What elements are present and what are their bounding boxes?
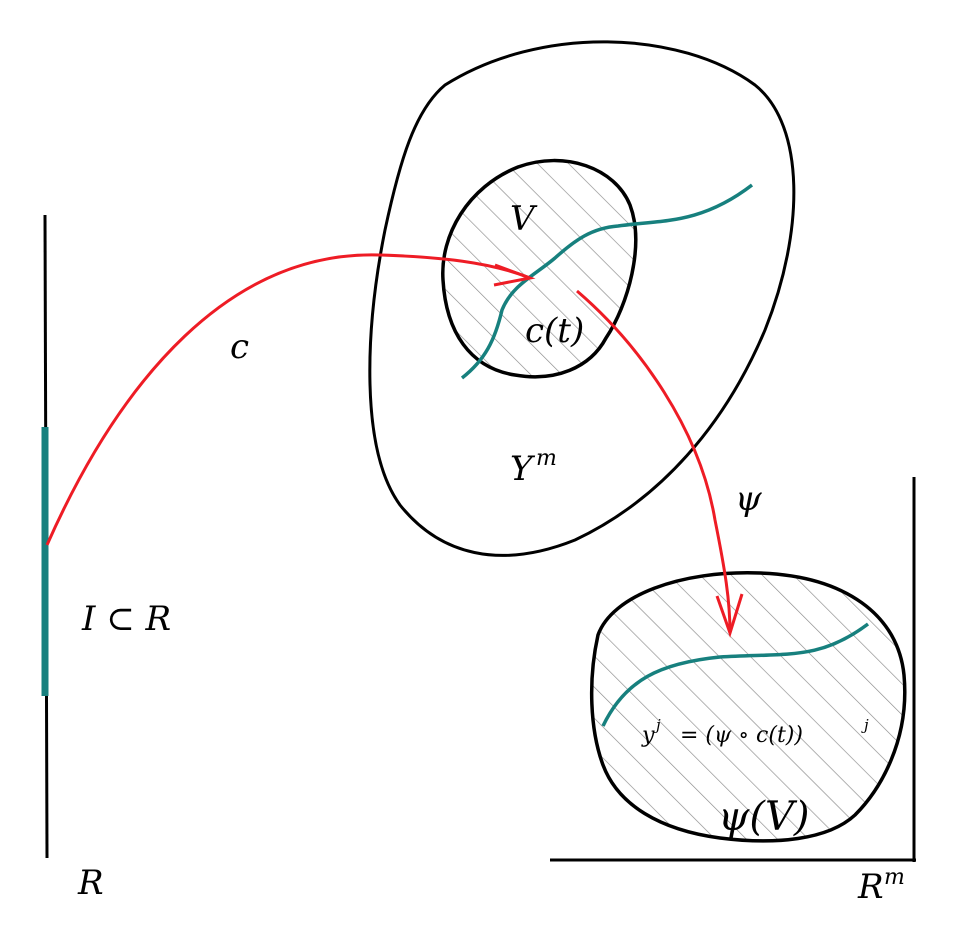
- svg-text:m: m: [536, 446, 557, 471]
- map-psi-arrowhead: [715, 593, 744, 638]
- euclid-space-label: R m: [857, 865, 905, 907]
- manifold-outline: [368, 40, 796, 557]
- chart-domain-label: V: [510, 199, 538, 239]
- interval-label: I ⊂ R: [81, 599, 171, 639]
- svg-text:j: j: [653, 716, 661, 734]
- svg-text:Y: Y: [510, 449, 536, 489]
- chart-image-label: ψ(V): [718, 794, 809, 840]
- manifold-label: Y m: [510, 446, 557, 489]
- chart-image-psi-v: [589, 571, 907, 843]
- svg-text:= (ψ ∘ c(t)): = (ψ ∘ c(t)): [680, 723, 803, 748]
- curve-in-chart: [601, 622, 870, 727]
- coordinate-formula: y j = (ψ ∘ c(t)) j: [641, 716, 869, 748]
- map-c-label: c: [230, 327, 249, 367]
- map-c-arrowhead: [493, 263, 536, 287]
- map-psi-arrow: [576, 289, 732, 634]
- real-line-label: R: [77, 863, 104, 903]
- svg-text:y: y: [641, 723, 655, 748]
- curve-in-manifold: [460, 183, 754, 380]
- svg-text:m: m: [884, 865, 905, 890]
- curve-point-label: c(t): [525, 311, 584, 351]
- map-c-arrow: [45, 253, 531, 546]
- svg-text:R: R: [857, 867, 884, 907]
- map-psi-label: ψ: [735, 479, 762, 519]
- svg-text:j: j: [861, 716, 869, 734]
